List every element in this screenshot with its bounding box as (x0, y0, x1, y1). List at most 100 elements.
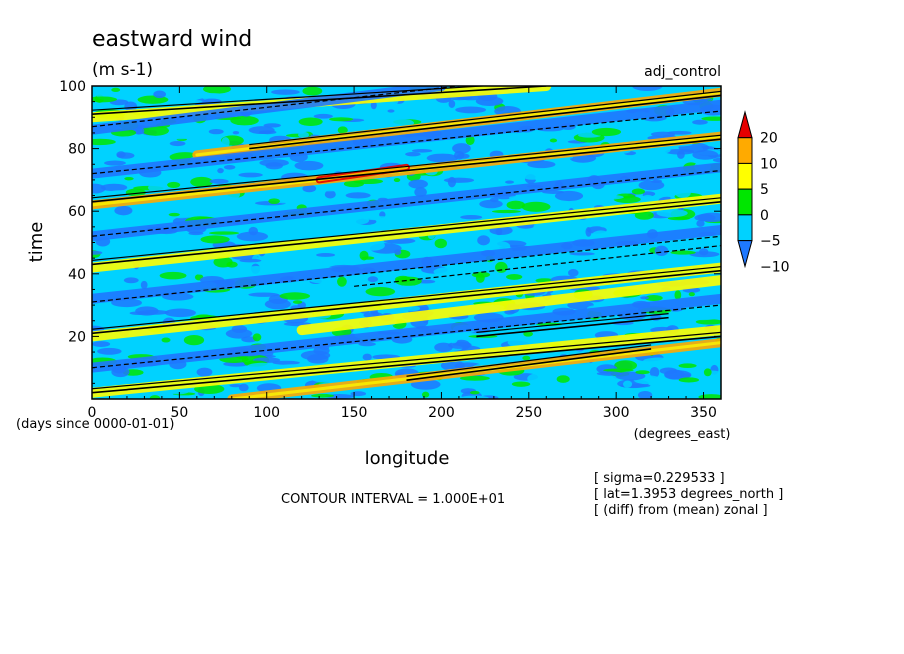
field-patch (281, 364, 303, 368)
field-patch (392, 183, 408, 192)
contour-negative (92, 304, 721, 369)
field-patch (698, 394, 721, 399)
field-patch (603, 368, 634, 372)
field-patch (362, 240, 385, 251)
field-patch (696, 220, 705, 227)
y-tick-label: 20 (68, 329, 86, 345)
colorbar-box (737, 137, 753, 164)
field-patch (252, 333, 262, 342)
field-patch (454, 209, 474, 216)
field-patch (477, 235, 490, 246)
field-patch (216, 341, 224, 348)
field-patch (644, 295, 663, 302)
field-patch (521, 201, 551, 212)
field-patch (111, 87, 121, 92)
field-patch (279, 292, 311, 300)
field-patch (533, 222, 545, 231)
field-patch (599, 223, 608, 228)
field-patch (640, 296, 649, 300)
field-patch (104, 160, 126, 166)
field-patch (164, 308, 196, 318)
field-patch (455, 106, 487, 114)
x-tick-label: 350 (690, 405, 717, 421)
field-patch (248, 292, 280, 297)
field-patch (632, 86, 663, 91)
field-patch (534, 387, 547, 395)
field-patch (654, 245, 669, 256)
field-patch (405, 151, 421, 157)
field-patch (639, 162, 660, 172)
field-patch (596, 371, 623, 376)
field-patch (352, 122, 380, 129)
field-patch (135, 306, 159, 316)
contour-positive (249, 90, 721, 146)
field-patch (161, 337, 171, 343)
field-patch (274, 325, 287, 332)
field-patch (168, 212, 180, 217)
colorbar-arrow-bottom (737, 240, 753, 269)
field-patch (221, 137, 230, 148)
field-patch (231, 325, 248, 334)
field-patch (307, 354, 329, 364)
field-patch (365, 287, 396, 297)
x-tick-label: 300 (603, 405, 630, 421)
field-patch (656, 209, 688, 218)
field-patch (667, 216, 690, 221)
field-patch (153, 90, 166, 99)
field-patch (692, 119, 708, 125)
field-patch (271, 89, 300, 95)
field-patch (116, 152, 135, 159)
field-patch (538, 101, 560, 110)
field-patch (643, 357, 674, 365)
field-patch (475, 273, 485, 283)
field-patch (298, 131, 310, 139)
field-patch (297, 224, 325, 232)
field-patch (567, 300, 594, 310)
field-patch (631, 188, 645, 195)
field-patch (208, 128, 224, 135)
field-patch (505, 180, 515, 184)
field-patch (568, 269, 579, 277)
field-patch (229, 383, 242, 388)
field-patch (169, 141, 186, 147)
field-patch (437, 212, 448, 217)
field-patch (692, 150, 719, 160)
y-axis-label: time (26, 222, 47, 263)
field-patch (693, 307, 718, 314)
field-patch (268, 198, 280, 205)
field-patch (610, 96, 617, 101)
field-patch (460, 214, 483, 220)
field-patch (581, 90, 588, 96)
contour-positive (92, 197, 721, 262)
field-patch (92, 183, 106, 194)
field-patch (302, 184, 317, 193)
field-patch (114, 205, 133, 216)
field-patch (166, 133, 192, 140)
streak-band (92, 293, 721, 373)
field-patch (527, 373, 545, 384)
contour-positive (92, 201, 721, 266)
streak-band (92, 325, 721, 398)
y-axis-units: (days since 0000-01-01) (16, 417, 174, 432)
field-patch (100, 183, 128, 192)
field-patch (504, 309, 516, 315)
field-patch (263, 123, 281, 128)
field-patch (337, 126, 348, 134)
contour-negative (92, 110, 721, 175)
chart-units: (m s-1) (92, 60, 153, 80)
field-patch (223, 164, 236, 170)
field-patch (196, 367, 213, 377)
field-patch (497, 387, 512, 395)
field-patch (118, 143, 151, 151)
field-patch (434, 238, 447, 249)
y-tick-label: 100 (59, 79, 86, 95)
field-patch (236, 231, 269, 242)
field-patch (393, 177, 401, 183)
field-patch (223, 307, 246, 316)
field-patch (151, 300, 177, 305)
field-patch (411, 148, 433, 153)
field-patch (678, 377, 700, 383)
field-patch (617, 230, 624, 238)
field-patch (414, 187, 427, 198)
field-patch (506, 273, 523, 280)
